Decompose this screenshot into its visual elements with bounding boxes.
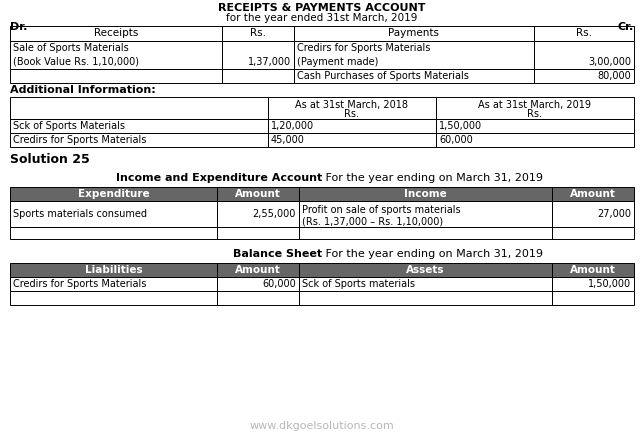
Bar [222,41,294,69]
Text: 45,000: 45,000 [271,135,305,145]
Bar [299,263,552,277]
Bar [268,97,436,119]
Bar [294,41,534,69]
Bar [268,133,436,147]
Bar [436,133,634,147]
Text: 60,000: 60,000 [439,135,473,145]
Text: Amount: Amount [570,265,616,275]
Bar [10,133,268,147]
Bar [299,201,552,227]
Text: Cash Purchases of Sports Materials: Cash Purchases of Sports Materials [297,71,469,81]
Text: Income: Income [404,189,447,199]
Bar [10,201,217,227]
Bar [534,69,634,83]
Text: 27,000: 27,000 [597,209,631,219]
Text: Credirs for Sports Materials: Credirs for Sports Materials [297,43,430,53]
Text: Dr.: Dr. [10,22,28,32]
Text: 2,55,000: 2,55,000 [252,209,296,219]
Text: For the year ending on March 31, 2019: For the year ending on March 31, 2019 [322,173,543,183]
Text: Receipts: Receipts [94,28,138,38]
Text: Sale of Sports Materials: Sale of Sports Materials [13,43,129,53]
Text: 80,000: 80,000 [597,71,631,81]
Bar [10,227,217,239]
Text: Additional Information:: Additional Information: [10,85,156,95]
Bar [10,277,217,291]
Text: Rs.: Rs. [250,28,266,38]
Bar [217,227,299,239]
Text: www.dkgoelsolutions.com: www.dkgoelsolutions.com [250,421,394,431]
Text: Balance Sheet: Balance Sheet [233,249,322,259]
Bar [299,227,552,239]
Bar [552,277,634,291]
Bar [436,119,634,133]
Text: Solution 25: Solution 25 [10,153,90,166]
Text: Sck of Sports materials: Sck of Sports materials [302,279,415,289]
Bar [299,187,552,201]
Bar [299,291,552,305]
Text: (Book Value Rs. 1,10,000): (Book Value Rs. 1,10,000) [13,57,139,67]
Bar [436,97,634,119]
Text: For the year ending on March 31, 2019: For the year ending on March 31, 2019 [322,249,543,259]
Text: for the year ended 31st March, 2019: for the year ended 31st March, 2019 [226,13,418,23]
Text: Amount: Amount [570,189,616,199]
Bar [294,69,534,83]
Text: As at 31st March, 2019: As at 31st March, 2019 [478,100,591,110]
Bar [10,69,222,83]
Bar [10,187,217,201]
Bar [222,26,294,41]
Text: Rs.: Rs. [576,28,592,38]
Text: 1,37,000: 1,37,000 [248,57,291,67]
Text: Amount: Amount [235,189,281,199]
Text: Income and Expenditure Account: Income and Expenditure Account [116,173,322,183]
Bar [534,26,634,41]
Bar [552,227,634,239]
Text: Credirs for Sports Materials: Credirs for Sports Materials [13,135,146,145]
Bar [10,26,222,41]
Bar [222,69,294,83]
Bar [217,277,299,291]
Bar [10,263,217,277]
Text: 1,50,000: 1,50,000 [588,279,631,289]
Bar [552,291,634,305]
Text: 1,50,000: 1,50,000 [439,121,482,131]
Bar [299,277,552,291]
Text: Cr.: Cr. [618,22,634,32]
Text: Sck of Sports Materials: Sck of Sports Materials [13,121,125,131]
Bar [217,201,299,227]
Bar [268,119,436,133]
Bar [534,41,634,69]
Text: Payments: Payments [388,28,439,38]
Text: As at 31st March, 2018: As at 31st March, 2018 [296,100,408,110]
Bar [10,97,268,119]
Bar [217,263,299,277]
Text: (Rs. 1,37,000 – Rs. 1,10,000): (Rs. 1,37,000 – Rs. 1,10,000) [302,216,443,226]
Text: Credirs for Sports Materials: Credirs for Sports Materials [13,279,146,289]
Text: Rs.: Rs. [345,109,359,119]
Bar [217,187,299,201]
Text: Liabilities: Liabilities [85,265,142,275]
Text: Sports materials consumed: Sports materials consumed [13,209,147,219]
Text: Amount: Amount [235,265,281,275]
Text: Assets: Assets [406,265,445,275]
Text: Expenditure: Expenditure [78,189,149,199]
Text: 1,20,000: 1,20,000 [271,121,314,131]
Bar [217,291,299,305]
Text: 3,00,000: 3,00,000 [588,57,631,67]
Bar [552,263,634,277]
Bar [552,201,634,227]
Bar [294,26,534,41]
Text: RECEIPTS & PAYMENTS ACCOUNT: RECEIPTS & PAYMENTS ACCOUNT [218,3,426,13]
Text: Rs.: Rs. [527,109,542,119]
Text: 60,000: 60,000 [262,279,296,289]
Bar [552,187,634,201]
Bar [10,119,268,133]
Bar [10,41,222,69]
Bar [10,291,217,305]
Text: Profit on sale of sports materials: Profit on sale of sports materials [302,205,460,215]
Text: (Payment made): (Payment made) [297,57,379,67]
